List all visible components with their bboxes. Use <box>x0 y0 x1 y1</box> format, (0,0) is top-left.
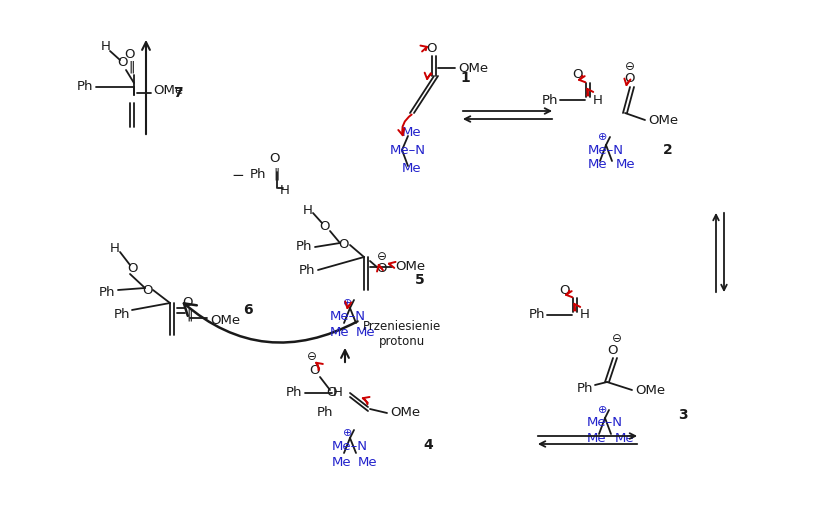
Text: 7: 7 <box>173 86 183 100</box>
Text: Me–N: Me–N <box>390 144 426 157</box>
Text: H: H <box>280 183 290 196</box>
Text: 1: 1 <box>459 71 469 85</box>
Text: O: O <box>124 49 135 61</box>
Text: Me: Me <box>586 431 606 444</box>
Text: Ph: Ph <box>576 381 592 395</box>
Text: OMe: OMe <box>153 83 183 96</box>
Text: Ph: Ph <box>541 93 557 106</box>
Text: Ph: Ph <box>113 308 130 321</box>
Text: O: O <box>426 41 437 54</box>
Text: O: O <box>269 151 280 165</box>
Text: OMe: OMe <box>634 384 664 397</box>
Text: H: H <box>333 387 342 399</box>
Text: O: O <box>326 387 337 399</box>
Text: H: H <box>303 203 313 216</box>
Text: Ph: Ph <box>98 286 115 299</box>
Text: ‖: ‖ <box>129 60 135 73</box>
Text: Ph: Ph <box>76 81 93 93</box>
Text: 4: 4 <box>423 438 432 452</box>
Text: Me: Me <box>401 126 421 139</box>
Text: ‖: ‖ <box>274 168 280 181</box>
Text: H: H <box>110 242 120 255</box>
Text: Me: Me <box>614 431 634 444</box>
Text: O: O <box>118 57 128 70</box>
Text: OMe: OMe <box>390 407 419 420</box>
Text: Me–N: Me–N <box>332 441 368 453</box>
Text: 2: 2 <box>663 143 672 157</box>
Text: O: O <box>624 72 635 85</box>
Text: H: H <box>592 93 602 106</box>
Text: OMe: OMe <box>210 313 240 326</box>
Text: protonu: protonu <box>378 335 424 348</box>
Text: Me: Me <box>587 158 607 171</box>
Text: Me: Me <box>358 455 378 468</box>
Text: O: O <box>128 261 138 275</box>
Text: O: O <box>572 69 582 82</box>
Text: Ph: Ph <box>298 264 314 277</box>
Text: Ph: Ph <box>285 387 301 399</box>
Text: O: O <box>143 283 153 297</box>
Text: OMe: OMe <box>395 260 424 274</box>
Text: Ph: Ph <box>295 241 311 254</box>
Text: O: O <box>338 238 349 252</box>
Text: ‖: ‖ <box>187 309 193 322</box>
Text: Me: Me <box>329 325 349 339</box>
Text: −: − <box>231 168 244 182</box>
Text: ⊕: ⊕ <box>343 428 352 438</box>
Text: 6: 6 <box>243 303 252 317</box>
Text: 5: 5 <box>414 273 424 287</box>
Text: ⊖: ⊖ <box>624 60 634 73</box>
Text: Me–N: Me–N <box>587 144 623 157</box>
Text: O: O <box>559 283 569 297</box>
Text: Me–N: Me–N <box>329 311 365 323</box>
Text: ⊖: ⊖ <box>306 351 317 364</box>
Text: Me–N: Me–N <box>586 417 622 430</box>
FancyArrowPatch shape <box>183 303 357 343</box>
Text: OMe: OMe <box>458 61 487 74</box>
Text: 3: 3 <box>677 408 687 422</box>
Text: Przeniesienie: Przeniesienie <box>363 321 441 333</box>
Text: O: O <box>607 344 618 356</box>
Text: ⊖: ⊖ <box>611 332 621 344</box>
Text: H: H <box>101 40 111 53</box>
Text: O: O <box>310 364 320 377</box>
Text: ⊕: ⊕ <box>343 298 352 308</box>
Text: ⊕: ⊕ <box>598 405 607 415</box>
Text: Ph: Ph <box>316 407 333 420</box>
Text: Me: Me <box>401 161 421 174</box>
Text: H: H <box>579 309 589 322</box>
Text: Ph: Ph <box>528 309 545 322</box>
Text: Me: Me <box>355 325 375 339</box>
Text: O: O <box>183 297 193 310</box>
Text: O: O <box>319 221 330 234</box>
Text: ⊕: ⊕ <box>598 132 607 142</box>
Text: Me: Me <box>332 455 351 468</box>
Text: OMe: OMe <box>647 114 677 126</box>
Text: Ph: Ph <box>250 169 266 181</box>
Text: ⊖: ⊖ <box>377 250 387 264</box>
Text: Me: Me <box>615 158 635 171</box>
Text: O: O <box>376 261 387 275</box>
